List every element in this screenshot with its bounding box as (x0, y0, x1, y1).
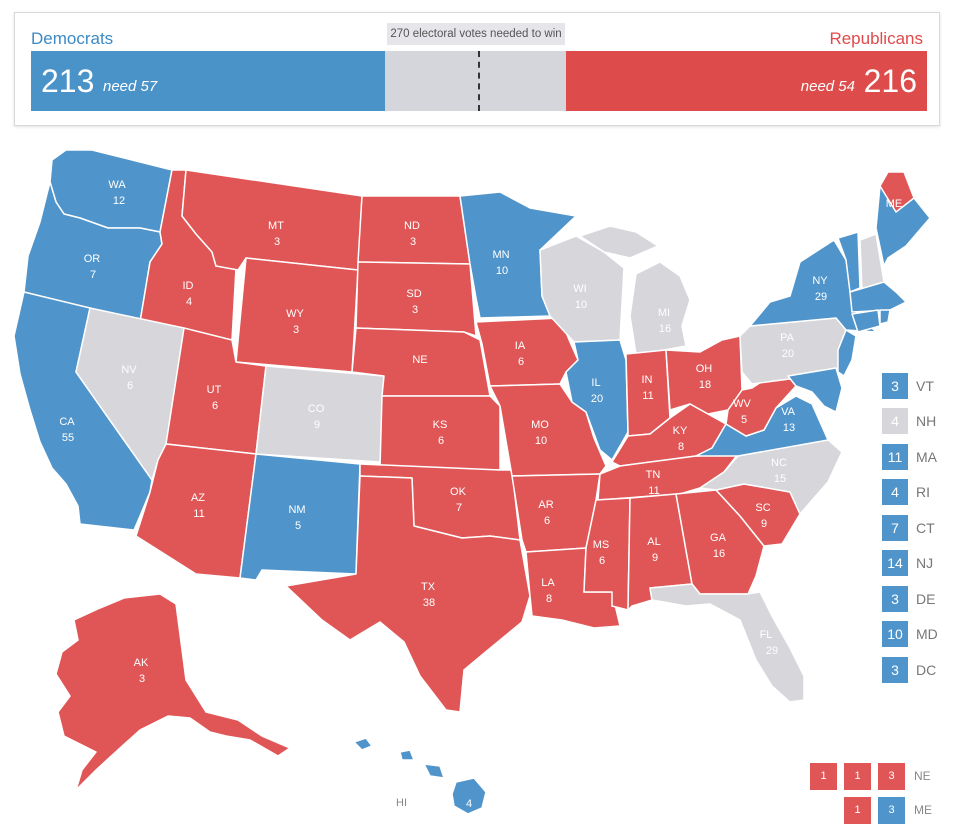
state-co[interactable] (255, 365, 385, 463)
small-states-list: 3 VT 4 NH 11 MA 4 RI 7 CT 14 NJ 3 DE 10 … (882, 368, 938, 688)
state-ma[interactable] (849, 281, 907, 313)
small-state-row: 3 DE (882, 581, 938, 617)
republican-need: need 54 (800, 78, 855, 95)
state-me-district-2[interactable] (879, 171, 915, 213)
state-mi-upper[interactable] (579, 225, 659, 259)
state-ak[interactable] (55, 593, 291, 791)
small-state-box-md[interactable]: 10 (882, 621, 908, 648)
state-ks[interactable] (379, 395, 501, 471)
state-ct[interactable] (851, 309, 881, 333)
small-state-abbr: CT (916, 519, 935, 536)
win-threshold-line (478, 51, 480, 111)
district-box-ne-3[interactable]: 3 (878, 762, 905, 790)
small-state-box-vt[interactable]: 3 (882, 372, 908, 399)
democrat-total: 213 (41, 63, 95, 99)
small-state-row: 3 DC (882, 652, 938, 688)
state-nj[interactable] (837, 329, 857, 377)
district-box-spacer (810, 797, 837, 824)
state-nm[interactable] (239, 453, 361, 581)
republican-total: 216 (863, 63, 917, 99)
republicans-label: Republicans (829, 29, 923, 48)
republican-segment: 216 need 54 (566, 51, 927, 111)
district-box-ne-2[interactable]: 1 (844, 762, 871, 790)
split-label-me: ME (914, 803, 932, 817)
split-districts: 1 1 3 NE 1 3 ME (810, 759, 932, 827)
small-state-abbr: NH (916, 413, 937, 430)
small-state-row: 4 RI (882, 475, 938, 511)
state-mo[interactable] (489, 383, 607, 477)
state-il[interactable] (565, 339, 629, 461)
small-state-box-dc[interactable]: 3 (882, 656, 908, 683)
state-fl[interactable] (649, 583, 805, 703)
split-label-ne: NE (914, 769, 931, 783)
small-state-row: 10 MD (882, 617, 938, 653)
state-mi[interactable] (629, 261, 691, 355)
state-ar[interactable] (511, 473, 601, 553)
small-state-row: 11 MA (882, 439, 938, 475)
state-hi-kauai[interactable] (353, 737, 373, 751)
small-state-abbr: NJ (916, 555, 934, 572)
small-state-row: 3 VT (882, 368, 938, 404)
state-sd[interactable] (355, 261, 477, 337)
state-ri[interactable] (879, 309, 891, 325)
electoral-bar: 213 need 57 216 need 54 (31, 51, 927, 111)
tossup-segment (385, 51, 566, 111)
democrat-need: need 57 (103, 78, 158, 95)
small-state-box-de[interactable]: 3 (882, 585, 908, 612)
democrat-segment: 213 need 57 (31, 51, 385, 111)
small-state-box-ma[interactable]: 11 (882, 443, 908, 470)
small-state-row: 7 CT (882, 510, 938, 546)
small-state-row: 4 NH (882, 404, 938, 440)
electoral-summary: Democrats Republicans 270 electoral vote… (14, 12, 940, 126)
small-state-box-nh[interactable]: 4 (882, 408, 908, 435)
split-row-me: 1 3 ME (810, 793, 932, 827)
state-hi-maui[interactable] (423, 763, 445, 779)
state-tx[interactable] (285, 475, 531, 713)
small-state-box-nj[interactable]: 14 (882, 550, 908, 577)
democrats-label: Democrats (31, 29, 114, 48)
state-hi-oahu[interactable] (399, 749, 415, 761)
small-state-abbr: DC (916, 661, 937, 678)
state-nc[interactable] (699, 437, 843, 515)
small-state-abbr: MA (916, 448, 937, 465)
label-hi-abbr: HI (396, 797, 407, 809)
small-state-abbr: RI (916, 484, 930, 501)
small-state-box-ri[interactable]: 4 (882, 479, 908, 506)
small-state-row: 14 NJ (882, 546, 938, 582)
small-state-abbr: DE (916, 590, 936, 607)
state-wy[interactable] (235, 257, 359, 373)
threshold-label: 270 electoral votes needed to win (387, 23, 565, 45)
state-nd[interactable] (357, 195, 471, 265)
small-state-abbr: MD (916, 626, 938, 643)
state-md[interactable] (787, 367, 843, 413)
district-box-ne-1[interactable]: 1 (810, 762, 837, 790)
district-box-me-1[interactable]: 1 (844, 796, 871, 824)
state-hi-big-island[interactable] (451, 777, 487, 815)
small-state-box-ct[interactable]: 7 (882, 514, 908, 541)
state-hi-group (353, 737, 487, 815)
small-state-abbr: VT (916, 377, 934, 394)
split-row-ne: 1 1 3 NE (810, 759, 932, 793)
district-box-me-2[interactable]: 3 (878, 796, 905, 824)
